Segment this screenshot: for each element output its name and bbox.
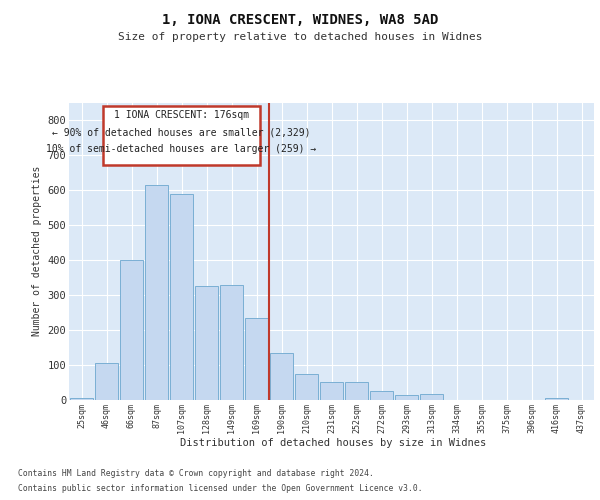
Bar	[245, 318, 268, 400]
Text: Distribution of detached houses by size in Widnes: Distribution of detached houses by size …	[180, 438, 486, 448]
Bar	[270, 353, 293, 400]
Bar	[420, 394, 443, 400]
Text: 1 IONA CRESCENT: 176sqm: 1 IONA CRESCENT: 176sqm	[114, 110, 249, 120]
Bar	[220, 284, 243, 400]
Bar	[95, 363, 118, 400]
Bar	[395, 395, 418, 400]
FancyBboxPatch shape	[103, 106, 260, 165]
Text: ← 90% of detached houses are smaller (2,329): ← 90% of detached houses are smaller (2,…	[52, 127, 311, 137]
Text: Size of property relative to detached houses in Widnes: Size of property relative to detached ho…	[118, 32, 482, 42]
Bar	[70, 398, 93, 400]
Bar	[545, 398, 568, 400]
Bar	[195, 286, 218, 400]
Text: Contains HM Land Registry data © Crown copyright and database right 2024.: Contains HM Land Registry data © Crown c…	[18, 469, 374, 478]
Text: 10% of semi-detached houses are larger (259) →: 10% of semi-detached houses are larger (…	[46, 144, 317, 154]
Text: Contains public sector information licensed under the Open Government Licence v3: Contains public sector information licen…	[18, 484, 422, 493]
Bar	[145, 185, 168, 400]
Y-axis label: Number of detached properties: Number of detached properties	[32, 166, 42, 336]
Text: 1, IONA CRESCENT, WIDNES, WA8 5AD: 1, IONA CRESCENT, WIDNES, WA8 5AD	[162, 12, 438, 26]
Bar	[370, 391, 393, 400]
Bar	[120, 260, 143, 400]
Bar	[295, 374, 318, 400]
Bar	[345, 382, 368, 400]
Bar	[320, 382, 343, 400]
Bar	[170, 194, 193, 400]
